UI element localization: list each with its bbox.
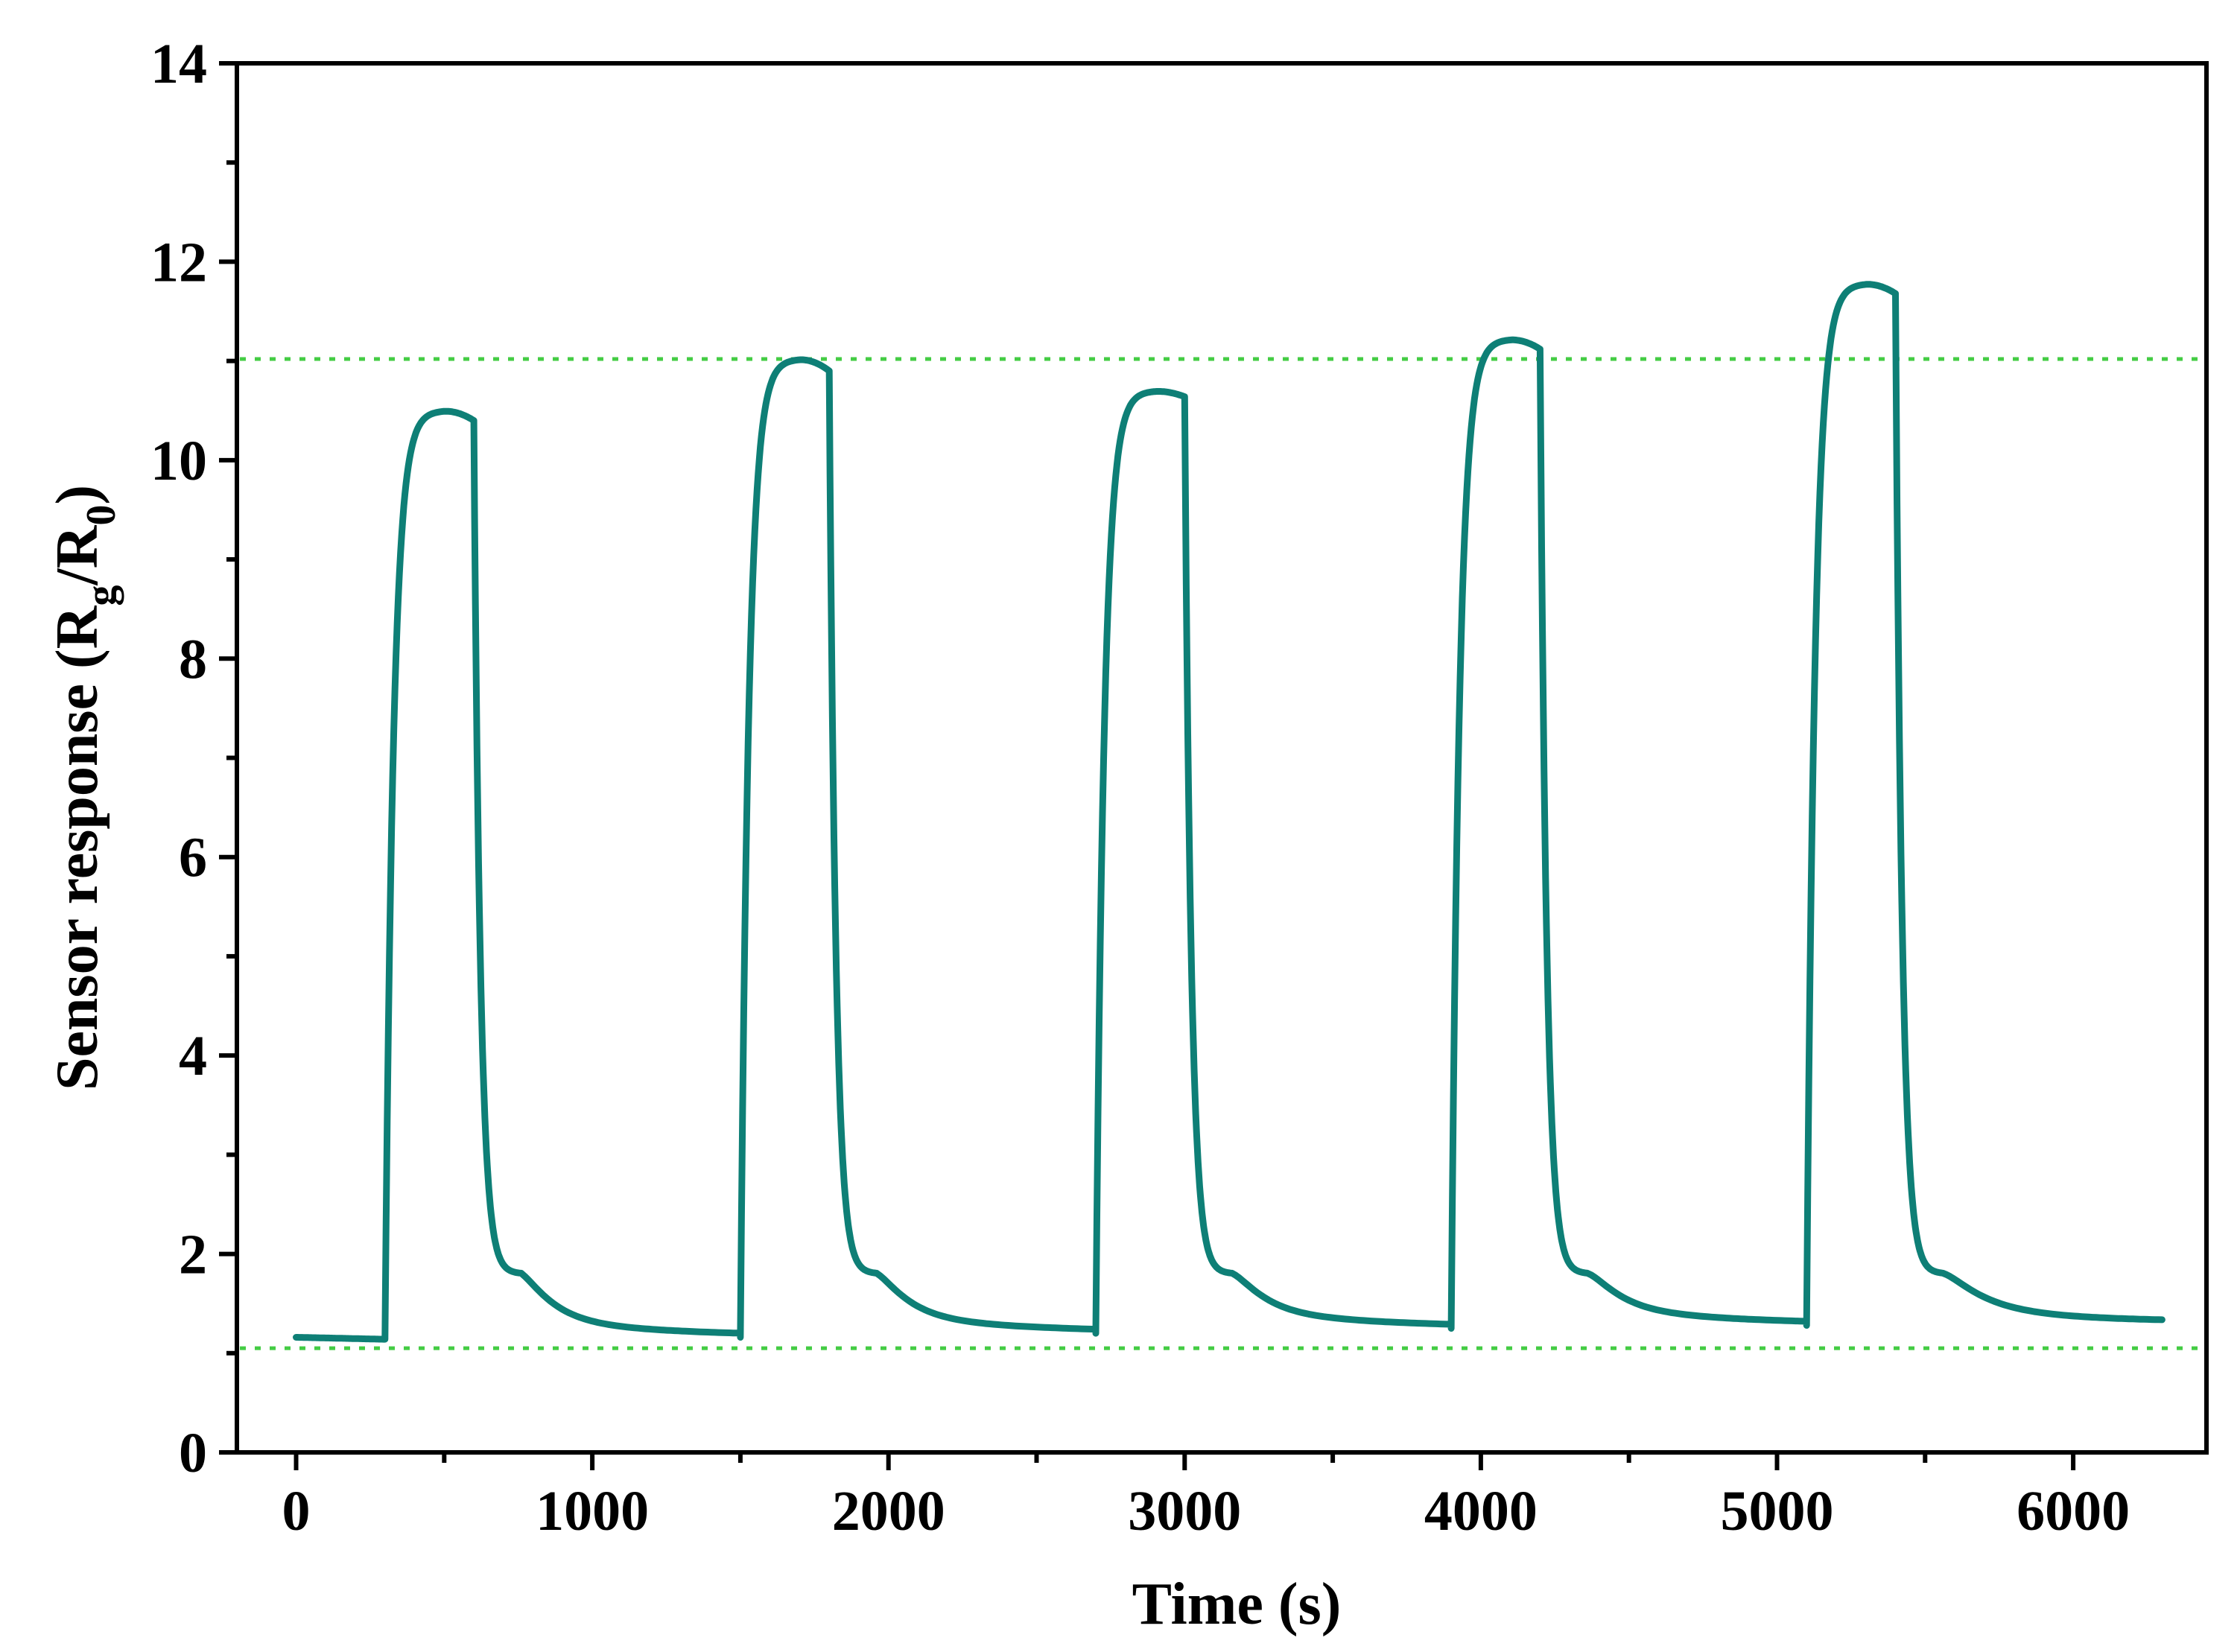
y-axis-title-mid: /R — [45, 524, 110, 585]
x-axis-title: Time (s) — [1132, 1572, 1342, 1637]
y-axis-ticks — [219, 61, 237, 1455]
x-tick-label: 0 — [282, 1480, 311, 1543]
series-layer — [293, 281, 2166, 1343]
y-tick-label: 6 — [179, 827, 207, 889]
y-tick-label: 10 — [150, 430, 207, 492]
y-tick-label: 8 — [179, 628, 207, 690]
y-tick-label: 0 — [179, 1422, 207, 1484]
y-tick-label: 2 — [179, 1224, 207, 1286]
series-line-1 — [293, 281, 2166, 1343]
x-tick-label: 6000 — [2017, 1480, 2130, 1543]
y-axis-title-suffix: ) — [45, 485, 110, 505]
reference-lines — [240, 357, 2203, 1350]
y-axis-title-sub-g: g — [78, 585, 124, 606]
x-tick-label: 2000 — [832, 1480, 945, 1543]
x-axis-ticks — [294, 1452, 2076, 1470]
plot-frame — [235, 61, 2209, 1455]
x-axis-tick-labels: 0 1000 2000 3000 4000 5000 6000 — [282, 1480, 2130, 1543]
y-axis-title-sub-0: 0 — [78, 505, 124, 526]
x-tick-label: 4000 — [1424, 1480, 1538, 1543]
x-tick-label: 3000 — [1128, 1480, 1241, 1543]
x-tick-label: 5000 — [1720, 1480, 1833, 1543]
y-axis-title-prefix: Sensor response (R — [45, 605, 110, 1090]
y-tick-label: 12 — [150, 231, 207, 293]
y-tick-label: 4 — [179, 1025, 207, 1087]
y-axis-tick-labels: 0 2 4 6 8 10 12 14 — [150, 33, 207, 1484]
x-tick-label: 1000 — [536, 1480, 649, 1543]
y-axis-title: Sensor response (Rg/R0) — [45, 485, 124, 1090]
y-tick-label: 14 — [150, 33, 207, 95]
